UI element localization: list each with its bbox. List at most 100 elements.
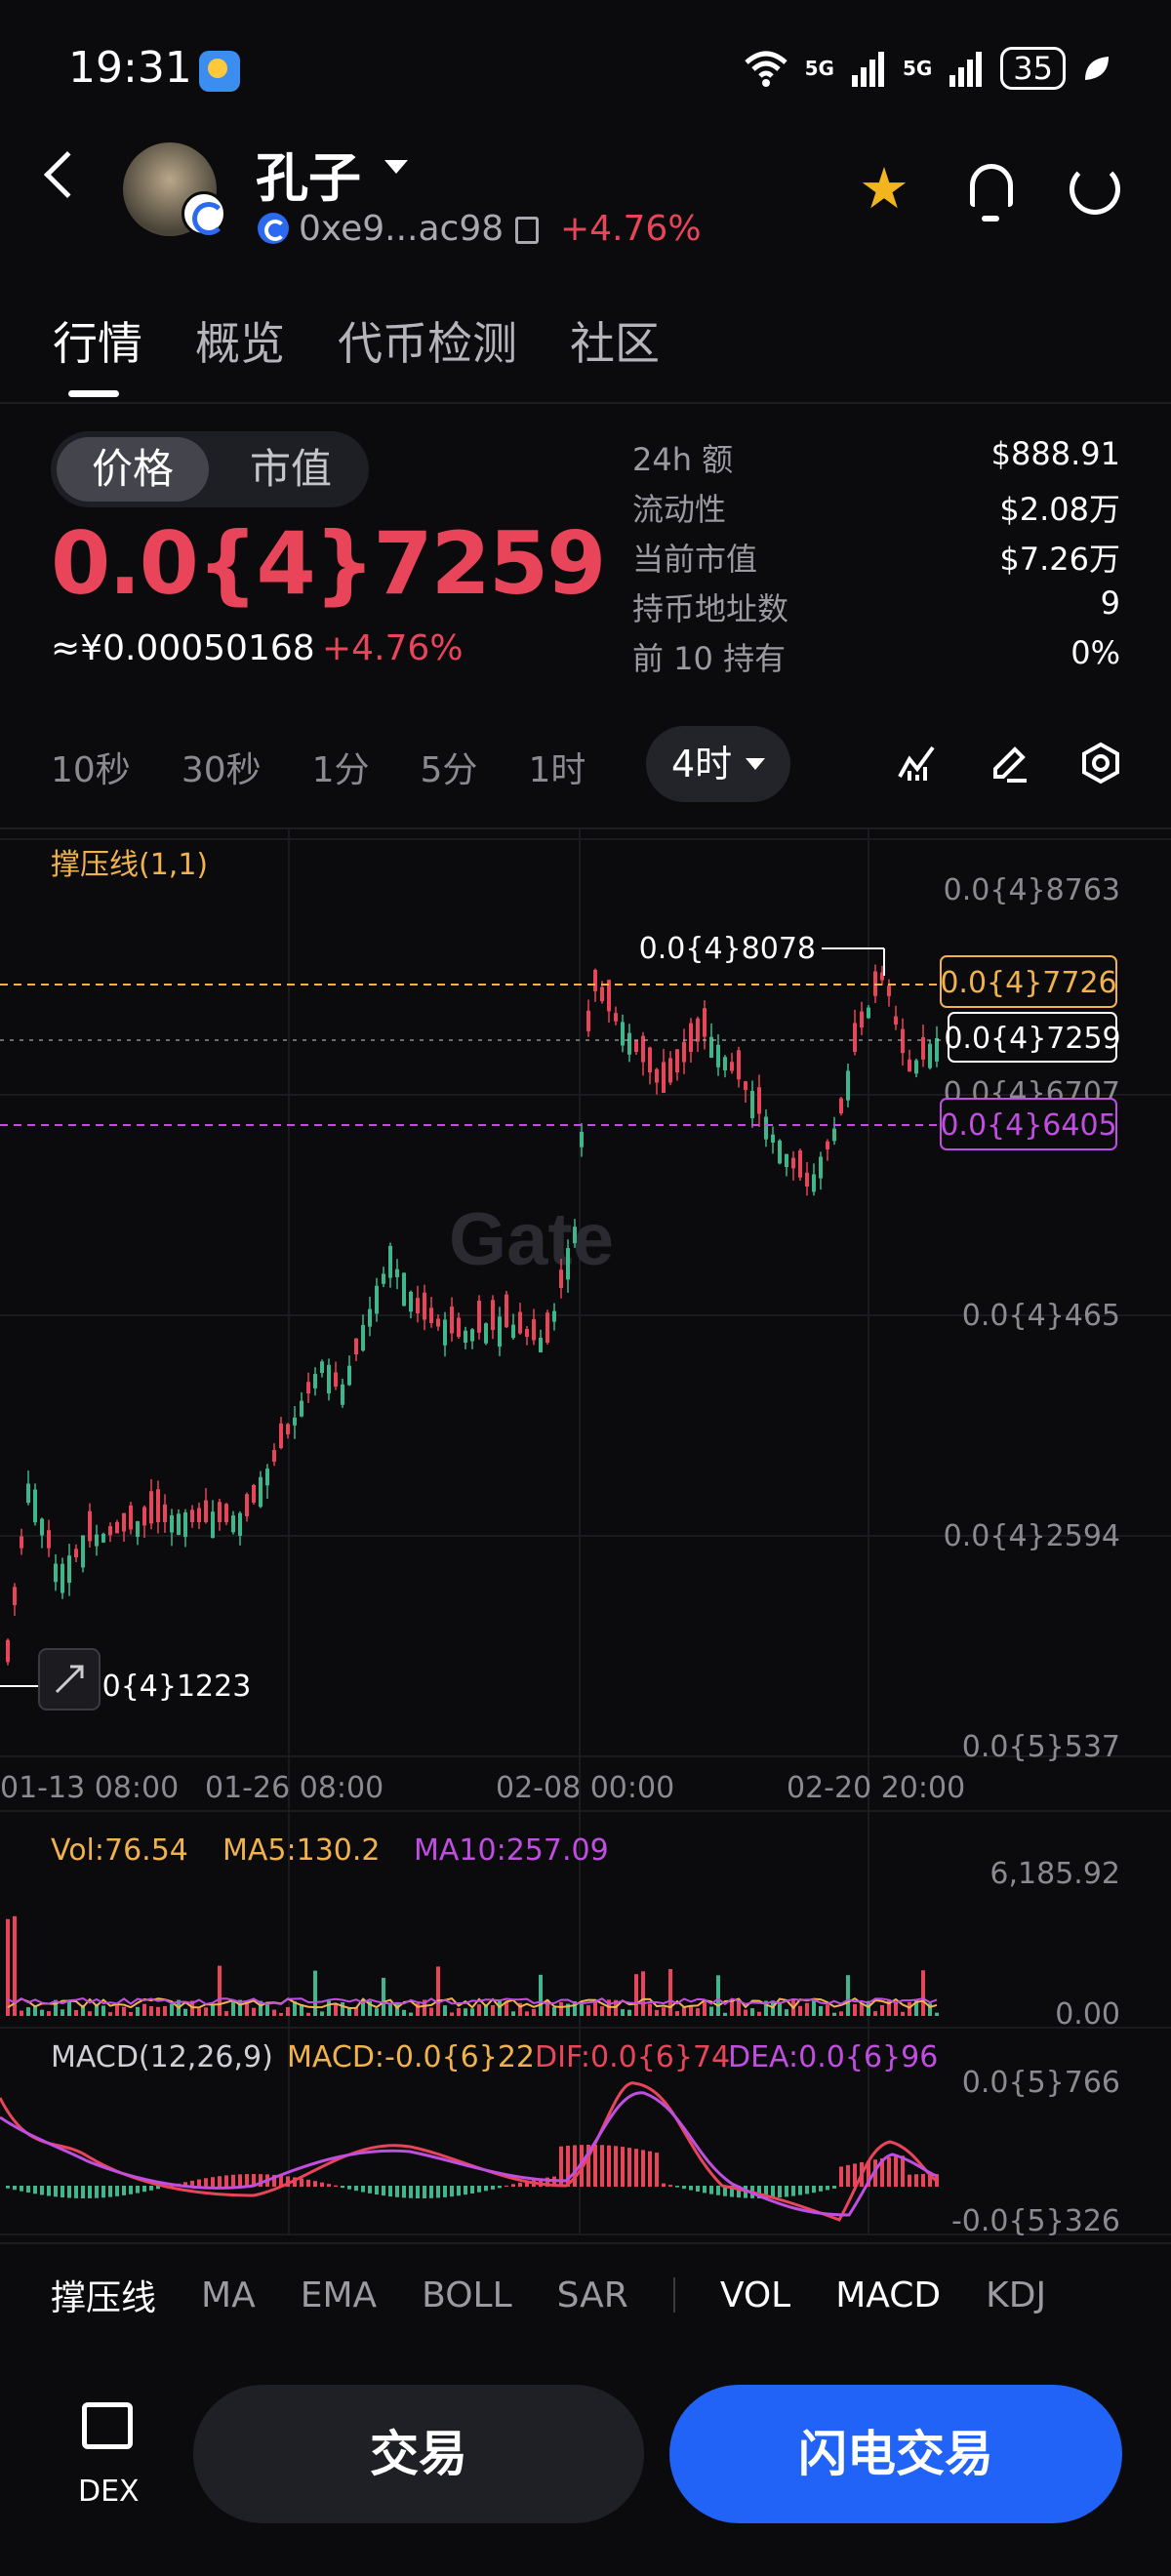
macd-legend: MACD(12,26,9) MACD:-0.0{6}22 DIF:0.0{6}7…	[51, 2040, 1120, 2238]
indicator-macd[interactable]: MACD	[835, 2274, 942, 2315]
tab-overview[interactable]: 概览	[195, 317, 285, 370]
macd-bar	[696, 2186, 700, 2193]
trade-button[interactable]: 交易	[193, 2385, 644, 2523]
stat-row: 前 10 持有 0%	[632, 634, 1120, 684]
bell-icon[interactable]	[970, 164, 1013, 221]
refresh-icon[interactable]	[1070, 164, 1120, 215]
volume-bar	[819, 2005, 823, 2016]
ma5-value: MA5:130.2	[222, 1833, 380, 1868]
price-mode-button[interactable]: 价格	[57, 437, 209, 502]
macd-bar	[771, 2186, 775, 2198]
interval-4h[interactable]: 4时	[646, 726, 790, 802]
macd-y-min: -0.0{5}326	[951, 2204, 1120, 2238]
macd-bar	[867, 2160, 870, 2187]
volume-bar	[313, 1970, 317, 2016]
macd-bar	[662, 2183, 666, 2187]
volume-bar	[115, 2004, 119, 2016]
copy-icon[interactable]	[515, 217, 539, 244]
divider	[0, 827, 1171, 829]
settings-icon[interactable]	[1079, 742, 1122, 785]
volume-bar	[839, 2011, 843, 2016]
macd-bar	[894, 2156, 898, 2187]
indicator-sar[interactable]: SAR	[556, 2274, 628, 2315]
tab-market[interactable]: 行情	[53, 317, 142, 370]
volume-bar	[334, 2004, 338, 2016]
volume-bar	[887, 1999, 891, 2016]
macd-bar	[436, 2186, 440, 2198]
macd-bar	[33, 2186, 37, 2194]
signal-2-label: 5G	[902, 57, 933, 80]
macd-bar	[880, 2158, 884, 2187]
token-name[interactable]: 孔子	[256, 147, 361, 209]
volume-bar	[901, 2011, 905, 2016]
dif-line	[0, 2081, 938, 2222]
dex-icon[interactable]	[82, 2402, 133, 2449]
macd-bar	[375, 2186, 379, 2195]
interval-30s[interactable]: 30秒	[181, 750, 262, 790]
macd-bar	[812, 2186, 816, 2194]
current-price: 0.0{4}7259	[51, 513, 606, 614]
indicator-kdj[interactable]: KDJ	[986, 2274, 1047, 2315]
divider	[0, 402, 1171, 404]
dex-label[interactable]: DEX	[78, 2475, 140, 2509]
draw-icon[interactable]	[988, 742, 1030, 785]
current-price-value: 0.0{4}7259	[944, 1022, 1120, 1056]
volume-bar	[580, 2002, 584, 2016]
macd-bar	[709, 2186, 713, 2194]
volume-bar	[354, 2006, 358, 2016]
macd-bar	[67, 2186, 71, 2198]
leaf-icon	[1085, 57, 1109, 80]
volume-bar	[511, 2011, 515, 2016]
support-tag	[940, 1098, 1117, 1150]
volume-bar	[470, 2008, 474, 2016]
indicator-vol[interactable]: VOL	[719, 2274, 791, 2315]
volume-bar	[218, 1965, 222, 2016]
tab-token-check[interactable]: 代币检测	[338, 317, 517, 370]
volume-bar	[573, 2000, 577, 2016]
x-axis-labels: 01-13 08:00 01-26 08:00 02-08 00:00 02-2…	[0, 1771, 965, 1805]
stat-row: 流动性 $2.08万	[632, 485, 1120, 535]
macd-bar	[464, 2186, 467, 2195]
marketcap-mode-button[interactable]: 市值	[249, 445, 332, 493]
interval-10s[interactable]: 10秒	[51, 750, 131, 790]
star-icon[interactable]: ★	[859, 155, 909, 221]
volume-bar	[709, 2006, 713, 2016]
volume-bar	[443, 2005, 447, 2016]
dea-value: DEA:0.0{6}96	[728, 2040, 938, 2074]
chevron-down-icon[interactable]	[384, 160, 408, 174]
indicator-support-resistance[interactable]: 撑压线	[51, 2278, 157, 2318]
volume-bar	[149, 2006, 153, 2016]
macd-bar	[914, 2174, 918, 2187]
volume-bar	[532, 2008, 536, 2016]
interval-selector: 10秒 30秒 1分 5分 1时	[51, 730, 586, 804]
indicator-boll[interactable]: BOLL	[422, 2274, 512, 2315]
macd-bar	[341, 2186, 344, 2189]
status-time: 19:31	[68, 43, 192, 93]
tab-underline	[68, 390, 119, 397]
tab-community[interactable]: 社区	[570, 317, 660, 370]
x-tick-label: 01-26 08:00	[205, 1771, 384, 1805]
indicator-ema[interactable]: EMA	[300, 2274, 378, 2315]
interval-1h[interactable]: 1时	[528, 750, 586, 790]
volume-bar	[101, 2005, 105, 2016]
volume-bar	[6, 1918, 10, 2016]
flash-trade-button[interactable]: 闪电交易	[669, 2385, 1122, 2523]
macd-bar	[224, 2175, 228, 2187]
back-icon[interactable]	[43, 150, 92, 199]
watermark: Gate	[449, 1198, 614, 1281]
indicator-icon[interactable]	[896, 742, 939, 785]
interval-5m[interactable]: 5分	[420, 750, 478, 790]
macd-bar	[81, 2186, 85, 2198]
main-tabs: 行情 概览 代币检测 社区	[53, 308, 660, 373]
macd-bar	[778, 2186, 782, 2198]
macd-bar	[593, 2145, 597, 2187]
volume-bar	[696, 2008, 700, 2016]
chart-grid	[0, 829, 1171, 2235]
indicator-ma[interactable]: MA	[201, 2274, 256, 2315]
macd-bar	[115, 2186, 119, 2196]
price-chart[interactable]: Gate 撑压线(1,1) 0.0{4}8763 0.0{4}6707 0.0{…	[0, 827, 1171, 2272]
vol-y-min: 0.00	[1055, 1997, 1120, 2032]
x-tick-label: 02-20 20:00	[787, 1771, 965, 1805]
interval-1m[interactable]: 1分	[311, 750, 370, 790]
macd-bar	[491, 2186, 495, 2190]
